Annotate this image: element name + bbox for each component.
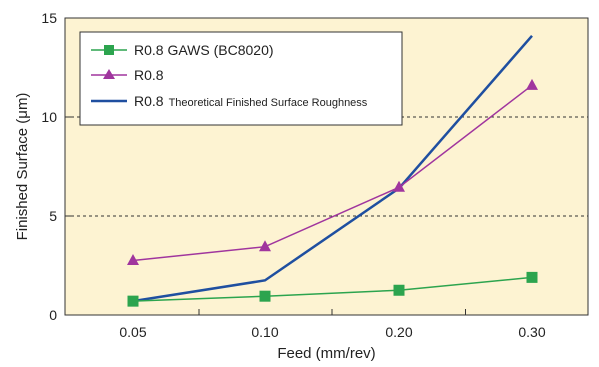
- legend-label: R0.8 GAWS (BC8020): [134, 42, 274, 58]
- legend-label: R0.8 Theoretical Finished Surface Roughne…: [134, 93, 368, 109]
- legend-box: [79, 31, 403, 126]
- legend-marker-square: [104, 45, 114, 55]
- x-axis-title: Feed (mm/rev): [277, 345, 375, 362]
- x-tick-label: 0.10: [251, 324, 278, 340]
- y-tick-label: 0: [49, 307, 57, 323]
- y-tick-label: 15: [41, 10, 57, 26]
- series-line: [132, 276, 533, 302]
- data-point-triangle: [259, 240, 271, 252]
- data-point-triangle: [526, 78, 538, 90]
- x-tick-label: 0.30: [518, 324, 545, 340]
- legend-label: R0.8: [134, 67, 164, 83]
- data-point-triangle: [127, 254, 139, 266]
- data-point-square: [259, 290, 271, 302]
- legend: R0.8 GAWS (BC8020) R0.8 R0.8 Theoretical Fi…: [79, 31, 403, 126]
- legend-marker-triangle: [103, 69, 115, 79]
- x-tick-label: 0.20: [385, 324, 412, 340]
- data-point-square: [127, 295, 139, 307]
- data-point-triangle: [393, 180, 405, 192]
- legend-label-sub: Theoretical Finished Surface Roughness: [169, 97, 368, 109]
- y-axis-title: Finished Surface (μm): [14, 93, 31, 241]
- plot-frame: [64, 17, 589, 316]
- y-tick-label: 5: [49, 208, 57, 224]
- legend-label-main: R0.8: [134, 93, 164, 109]
- series-line: [132, 34, 533, 303]
- series-line: [132, 84, 533, 262]
- data-point-square: [526, 271, 538, 283]
- data-point-square: [393, 284, 405, 296]
- axes: 0 5 10 15 0.05 0.10 0.20 0.30: [41, 10, 589, 340]
- y-tick-label: 10: [41, 109, 57, 125]
- x-tick-label: 0.05: [119, 324, 146, 340]
- series-layer: [127, 34, 538, 307]
